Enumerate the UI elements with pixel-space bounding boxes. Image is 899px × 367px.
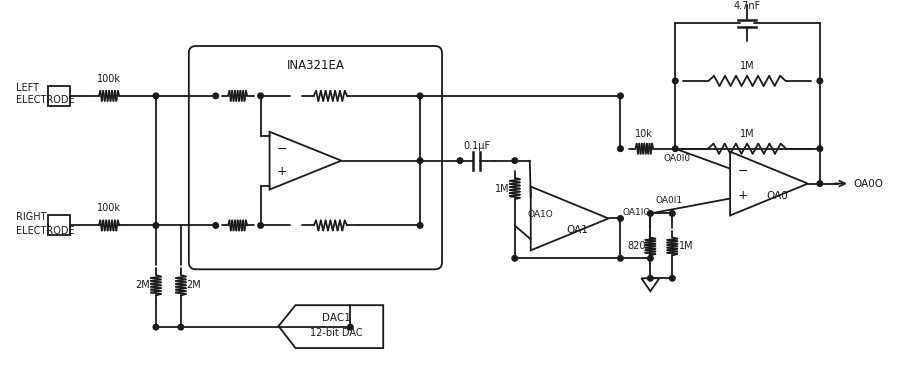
Circle shape	[618, 255, 623, 261]
Text: −: −	[276, 143, 287, 156]
Text: 100k: 100k	[97, 203, 121, 214]
Text: OA1IO: OA1IO	[622, 208, 651, 217]
Text: 2M: 2M	[186, 280, 201, 290]
Circle shape	[213, 93, 218, 99]
Text: +: +	[738, 189, 748, 202]
Text: ELECTRODE: ELECTRODE	[16, 95, 75, 105]
Text: OA0I0: OA0I0	[663, 154, 690, 163]
Circle shape	[817, 146, 823, 152]
Text: 0.1μF: 0.1μF	[463, 141, 491, 151]
Text: OA0O: OA0O	[854, 179, 884, 189]
Text: 1M: 1M	[494, 184, 509, 193]
Circle shape	[647, 211, 654, 216]
Circle shape	[512, 158, 518, 163]
Circle shape	[618, 93, 623, 99]
Text: 1M: 1M	[740, 129, 754, 139]
Text: OA0I1: OA0I1	[655, 196, 682, 205]
Text: 820: 820	[628, 241, 645, 251]
Text: 10k: 10k	[636, 129, 654, 139]
Text: RIGHT: RIGHT	[16, 212, 47, 222]
Text: 4.7nF: 4.7nF	[734, 1, 761, 11]
Text: +: +	[276, 165, 287, 178]
Text: 2M: 2M	[136, 280, 150, 290]
Circle shape	[417, 223, 423, 228]
Text: INA321EA: INA321EA	[287, 59, 344, 72]
Text: ELECTRODE: ELECTRODE	[16, 226, 75, 236]
Text: DAC1: DAC1	[322, 313, 351, 323]
Circle shape	[417, 93, 423, 99]
Circle shape	[670, 276, 675, 281]
Circle shape	[153, 223, 159, 228]
Circle shape	[153, 324, 159, 330]
Circle shape	[417, 158, 423, 163]
Circle shape	[672, 78, 678, 84]
Circle shape	[672, 146, 678, 152]
Text: OA1O: OA1O	[528, 210, 554, 219]
Circle shape	[817, 181, 823, 186]
Circle shape	[817, 78, 823, 84]
Text: 1M: 1M	[740, 61, 754, 71]
Text: 1M: 1M	[679, 241, 693, 251]
Circle shape	[153, 93, 159, 99]
Circle shape	[213, 223, 218, 228]
Circle shape	[258, 93, 263, 99]
Circle shape	[348, 324, 353, 330]
Text: −: −	[738, 165, 748, 178]
Bar	[49, 215, 70, 235]
Circle shape	[618, 146, 623, 152]
Circle shape	[647, 255, 654, 261]
Text: OA1: OA1	[566, 225, 589, 235]
Text: LEFT: LEFT	[16, 83, 40, 93]
Text: 12-bit DAC: 12-bit DAC	[310, 328, 362, 338]
Circle shape	[178, 324, 183, 330]
Circle shape	[618, 216, 623, 221]
Circle shape	[258, 223, 263, 228]
Circle shape	[512, 255, 518, 261]
Circle shape	[647, 276, 654, 281]
Circle shape	[670, 211, 675, 216]
Bar	[49, 86, 70, 106]
Text: 100k: 100k	[97, 74, 121, 84]
Circle shape	[458, 158, 463, 163]
Text: OA0: OA0	[766, 190, 788, 200]
